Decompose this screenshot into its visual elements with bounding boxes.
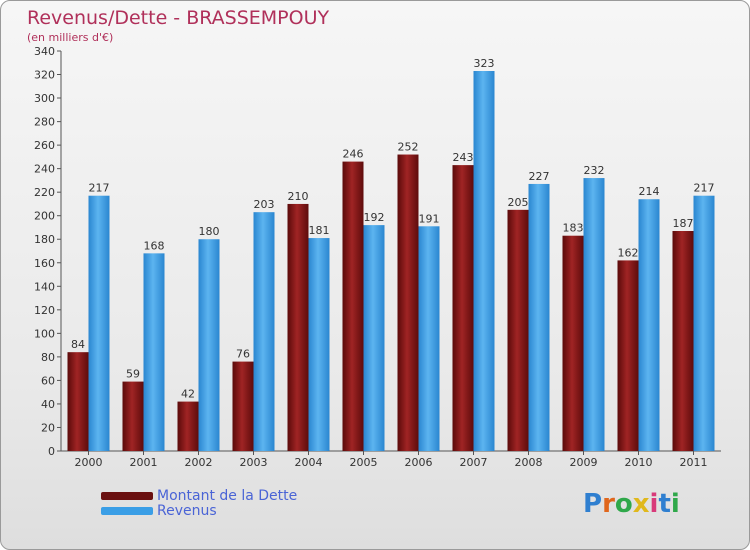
bar-revenus [143, 253, 165, 451]
data-label-dette: 246 [343, 148, 364, 161]
data-label-revenus: 323 [474, 57, 495, 70]
data-label-revenus: 203 [254, 198, 275, 211]
logo-letter: t [658, 489, 671, 519]
y-tick-label: 220 [34, 186, 55, 199]
data-label-revenus: 217 [694, 182, 715, 195]
data-label-dette: 210 [288, 190, 309, 203]
bar-dette [562, 235, 584, 451]
logo-letter: o [614, 489, 633, 519]
y-tick-label: 200 [34, 210, 55, 223]
y-tick-label: 240 [34, 163, 55, 176]
x-tick-label: 2002 [185, 456, 213, 469]
bar-revenus [308, 238, 330, 451]
x-tick-label: 2008 [515, 456, 543, 469]
data-label-revenus: 214 [639, 185, 660, 198]
logo-letter: r [602, 489, 615, 519]
y-tick-label: 80 [41, 351, 55, 364]
y-tick-label: 40 [41, 398, 55, 411]
bar-dette [287, 203, 309, 451]
data-label-revenus: 181 [309, 224, 330, 237]
data-label-dette: 59 [126, 368, 140, 381]
legend-swatch-revenue [101, 507, 153, 515]
bar-dette [342, 161, 364, 451]
y-tick-label: 100 [34, 327, 55, 340]
bar-dette [672, 231, 694, 451]
data-label-revenus: 217 [89, 182, 110, 195]
logo-letter: x [632, 489, 650, 519]
x-tick-label: 2000 [75, 456, 103, 469]
data-label-dette: 205 [508, 196, 529, 209]
y-tick-label: 260 [34, 139, 55, 152]
y-tick-label: 60 [41, 374, 55, 387]
legend-label-debt: Montant de la Dette [157, 488, 298, 504]
bar-dette [232, 361, 254, 451]
bar-dette [122, 381, 144, 451]
x-tick-label: 2005 [350, 456, 378, 469]
data-label-revenus: 180 [199, 225, 220, 238]
data-label-revenus: 227 [529, 170, 550, 183]
bar-dette [67, 352, 89, 451]
logo-letter: i [670, 489, 680, 519]
bar-revenus [528, 183, 550, 452]
logo-letter: P [583, 489, 603, 519]
bar-dette [507, 209, 529, 451]
x-tick-label: 2009 [570, 456, 598, 469]
data-label-dette: 252 [398, 141, 419, 154]
y-tick-label: 120 [34, 304, 55, 317]
x-tick-label: 2010 [625, 456, 653, 469]
bar-revenus [198, 239, 220, 451]
data-label-dette: 183 [563, 222, 584, 235]
bar-revenus [88, 195, 110, 451]
y-tick-label: 300 [34, 92, 55, 105]
x-tick-label: 2004 [295, 456, 323, 469]
data-label-dette: 42 [181, 388, 195, 401]
data-label-revenus: 168 [144, 239, 165, 252]
y-tick-label: 160 [34, 257, 55, 270]
x-tick-label: 2007 [460, 456, 488, 469]
x-tick-label: 2003 [240, 456, 268, 469]
y-tick-label: 0 [48, 445, 55, 458]
bar-revenus [418, 226, 440, 451]
bar-revenus [638, 199, 660, 451]
data-label-revenus: 192 [364, 211, 385, 224]
bar-revenus [693, 195, 715, 451]
data-label-dette: 84 [71, 338, 85, 351]
bar-dette [177, 401, 199, 451]
logo-letter: i [649, 489, 659, 519]
x-tick-label: 2001 [130, 456, 158, 469]
data-label-dette: 243 [453, 151, 474, 164]
y-tick-label: 140 [34, 280, 55, 293]
y-tick-label: 280 [34, 116, 55, 129]
data-label-dette: 187 [673, 217, 694, 230]
bar-revenus [473, 71, 495, 451]
data-label-dette: 76 [236, 348, 250, 361]
bar-revenus [363, 225, 385, 451]
legend-swatch-debt [101, 492, 153, 500]
y-tick-label: 180 [34, 233, 55, 246]
x-tick-label: 2006 [405, 456, 433, 469]
y-tick-label: 320 [34, 69, 55, 82]
data-label-dette: 162 [618, 246, 639, 259]
bar-dette [452, 165, 474, 451]
data-label-revenus: 232 [584, 164, 605, 177]
bar-revenus [583, 178, 605, 451]
bar-dette [397, 154, 419, 451]
legend-label-revenue: Revenus [157, 503, 217, 519]
y-tick-label: 340 [34, 45, 55, 58]
bar-dette [617, 260, 639, 451]
data-label-revenus: 191 [419, 212, 440, 225]
x-tick-label: 2011 [680, 456, 708, 469]
y-tick-label: 20 [41, 421, 55, 434]
chart-subtitle: (en milliers d'€) [27, 31, 114, 44]
bar-revenus [253, 212, 275, 451]
proxiti-logo: Proxiti [583, 489, 680, 519]
chart-title: Revenus/Dette - BRASSEMPOUY [27, 7, 330, 29]
